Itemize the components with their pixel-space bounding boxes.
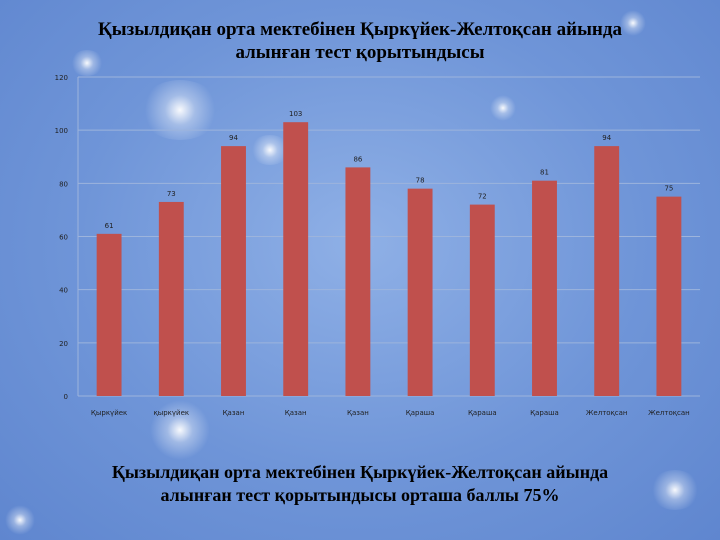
y-tick-label: 60 xyxy=(59,234,68,242)
x-tick-label: қыркүйек xyxy=(153,409,189,417)
chart-title: Қызылдиқан орта мектебінен Қыркүйек-Желт… xyxy=(0,18,720,64)
x-tick-label: Қыркүйек xyxy=(91,409,127,417)
x-tick-label: Қараша xyxy=(406,409,435,417)
summary-line-1: Қызылдиқан орта мектебінен Қыркүйек-Желт… xyxy=(111,462,609,482)
bar xyxy=(345,167,371,396)
x-tick-label: Қараша xyxy=(468,409,497,417)
bar xyxy=(656,196,682,396)
y-tick-label: 80 xyxy=(59,180,68,188)
data-label: 81 xyxy=(540,169,549,177)
data-label: 73 xyxy=(167,190,176,198)
y-tick-label: 0 xyxy=(64,393,68,401)
y-tick-label: 20 xyxy=(59,340,68,348)
bar xyxy=(532,180,557,396)
data-label: 94 xyxy=(229,134,238,142)
bar xyxy=(221,146,246,396)
data-label: 72 xyxy=(478,193,487,201)
x-tick-label: Қазан xyxy=(285,409,307,417)
y-tick-label: 100 xyxy=(55,127,68,135)
bar xyxy=(469,204,495,396)
x-tick-label: Желтоқсан xyxy=(586,409,628,417)
bar xyxy=(96,233,122,396)
x-tick-label: Қараша xyxy=(530,409,559,417)
x-tick-label: Қазан xyxy=(223,409,245,417)
bar xyxy=(594,146,620,396)
data-label: 61 xyxy=(105,222,114,230)
data-label: 103 xyxy=(289,110,302,118)
y-tick-label: 120 xyxy=(55,74,68,82)
average-score-summary: Қызылдиқан орта мектебінен Қыркүйек-Желт… xyxy=(0,461,720,507)
summary-line-2: алынған тест қорытындысы орташа баллы 75… xyxy=(160,485,560,505)
bar xyxy=(407,188,433,396)
x-tick-label: Желтоқсан xyxy=(648,409,690,417)
chart-title-line-2: алынған тест қорытындысы xyxy=(235,42,485,63)
data-label: 75 xyxy=(664,185,673,193)
data-label: 86 xyxy=(353,155,362,163)
data-label: 94 xyxy=(602,134,611,142)
y-tick-label: 40 xyxy=(59,287,68,295)
chart-title-line-1: Қызылдиқан орта мектебінен Қыркүйек-Желт… xyxy=(98,19,622,40)
bar xyxy=(158,201,184,396)
x-tick-label: Қазан xyxy=(347,409,369,417)
data-label: 78 xyxy=(416,177,425,185)
bar xyxy=(283,122,309,397)
